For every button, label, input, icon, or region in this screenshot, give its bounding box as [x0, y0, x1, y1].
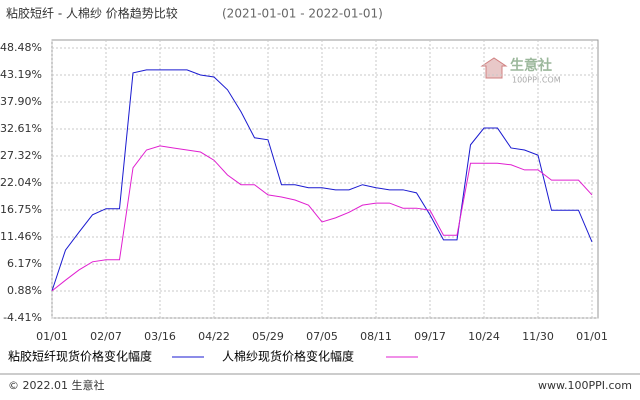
y-tick-label: 27.32%: [0, 149, 42, 162]
y-tick-label: 16.75%: [0, 203, 42, 216]
x-tick-label: 11/30: [522, 330, 554, 343]
y-tick-label: 11.46%: [0, 230, 42, 243]
x-tick-label: 07/05: [306, 330, 338, 343]
x-tick-label: 01/01: [576, 330, 608, 343]
x-tick-label: 09/17: [414, 330, 446, 343]
footer-right: www.100PPI.com: [538, 379, 632, 392]
legend-label: 粘胶短纤现货价格变化幅度: [8, 349, 152, 364]
chart-subtitle: (2021-01-01 - 2022-01-01): [222, 7, 383, 21]
y-tick-label: 22.04%: [0, 176, 42, 189]
y-tick-label: 43.19%: [0, 68, 42, 81]
y-tick-label: 48.48%: [0, 41, 42, 54]
y-tick-label: -4.41%: [3, 311, 42, 324]
y-tick-label: 37.90%: [0, 95, 42, 108]
y-tick-label: 6.17%: [7, 257, 42, 270]
legend-label: 人棉纱现货价格变化幅度: [222, 349, 354, 364]
footer-left: © 2022.01 生意社: [8, 378, 104, 392]
x-tick-label: 03/16: [144, 330, 176, 343]
series-line: [51, 145, 593, 292]
chart-title: 粘胶短纤 - 人棉纱 价格趋势比较: [6, 6, 178, 21]
x-tick-label: 01/01: [36, 330, 68, 343]
y-tick-label: 0.88%: [7, 284, 42, 297]
x-tick-label: 05/29: [252, 330, 284, 343]
watermark: 生意社: [510, 57, 552, 74]
x-tick-label: 04/22: [198, 330, 230, 343]
x-tick-label: 10/24: [468, 330, 500, 343]
watermark-url: 100PPI.COM: [512, 76, 561, 85]
x-tick-label: 02/07: [90, 330, 122, 343]
x-tick-label: 08/11: [360, 330, 392, 343]
y-tick-label: 32.61%: [0, 122, 42, 135]
series-line: [51, 69, 593, 292]
watermark-logo: 生意社 100PPI.COM: [480, 57, 561, 85]
